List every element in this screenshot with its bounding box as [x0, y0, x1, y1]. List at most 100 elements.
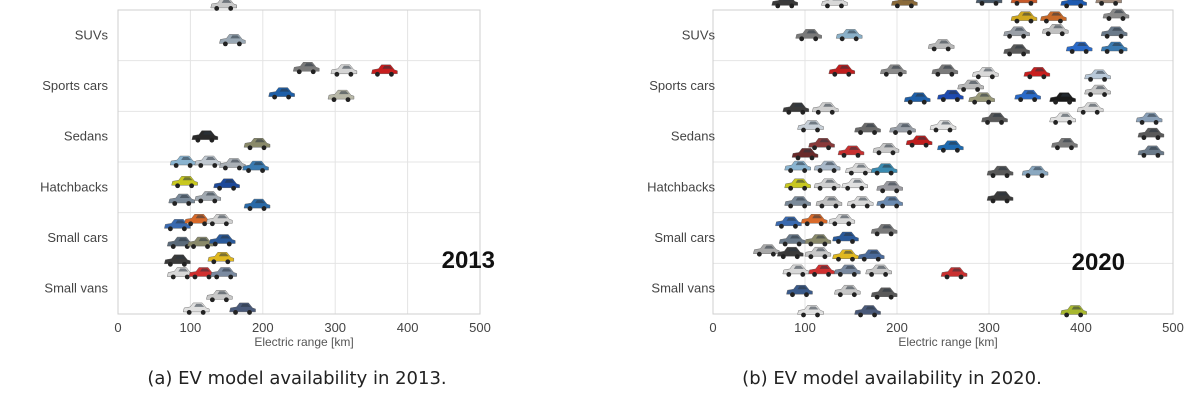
ev-model-marker	[242, 160, 269, 173]
ev-model-marker	[975, 0, 1003, 6]
category-label: Small vans	[651, 281, 715, 296]
ev-model-marker	[1010, 11, 1038, 24]
ev-model-marker	[837, 145, 865, 158]
ev-model-marker	[828, 64, 855, 77]
ev-model-marker	[1137, 127, 1165, 141]
ev-model-marker	[808, 264, 835, 277]
plot-frame	[117, 9, 481, 315]
caption-2013: (a) EV model availability in 2013.	[147, 368, 447, 389]
ev-model-marker	[243, 138, 271, 151]
ev-model-marker	[845, 163, 872, 176]
ev-model-marker	[1051, 138, 1078, 151]
category-label: Small cars	[654, 230, 715, 245]
ev-model-marker	[1100, 26, 1128, 39]
ev-model-marker	[1137, 145, 1165, 158]
ev-model-marker	[986, 165, 1014, 179]
ev-model-marker	[854, 305, 881, 318]
category-label: Sports cars	[649, 78, 715, 93]
ev-model-marker	[330, 64, 358, 77]
x-tick-label: 500	[1162, 320, 1184, 335]
ev-model-marker	[828, 214, 855, 227]
chart-panel-2020: SUVs Sports cars Sedans Hatchbacks Small car…	[595, 0, 1189, 416]
ev-model-marker	[903, 92, 931, 105]
ev-model-marker	[219, 158, 246, 171]
ev-model-marker	[210, 0, 237, 11]
x-tick-label: 500	[469, 320, 491, 335]
ev-model-marker	[931, 64, 959, 77]
ev-model-marker	[1049, 112, 1076, 125]
ev-model-marker	[876, 181, 903, 194]
ev-model-marker	[905, 135, 933, 148]
ev-model-marker	[857, 249, 885, 262]
ev-model-marker	[981, 112, 1008, 125]
ev-model-marker	[171, 176, 198, 189]
ev-model-marker	[797, 305, 824, 318]
x-tick-label: 0	[114, 320, 121, 335]
chart-svg-2020: SUVs Sports cars Sedans Hatchbacks Small car…	[647, 0, 1184, 349]
ev-model-marker	[771, 0, 798, 9]
ev-model-marker	[1102, 8, 1130, 21]
ev-model-marker	[229, 302, 256, 315]
ev-model-marker	[164, 254, 191, 267]
ev-model-marker	[929, 120, 957, 133]
chart-panel-2013: SUVs Sports cars Sedans Hatchbacks Small car…	[0, 0, 594, 416]
ev-model-marker	[782, 102, 809, 115]
ev-model-marker	[1003, 26, 1030, 39]
ev-model-marker	[937, 140, 964, 153]
ev-model-marker	[1041, 24, 1069, 37]
ev-model-marker	[940, 267, 968, 280]
x-axis-title: Electric range [km]	[254, 335, 353, 349]
ev-model-marker	[804, 247, 832, 260]
ev-model-marker	[813, 178, 841, 191]
ev-model-marker	[800, 214, 828, 227]
ev-model-marker	[1021, 165, 1049, 179]
ev-model-marker	[1076, 102, 1104, 115]
ev-model-marker	[854, 122, 881, 135]
ev-model-marker	[784, 196, 811, 209]
category-label: Sedans	[64, 129, 109, 144]
ev-model-marker	[832, 231, 859, 244]
ev-model-marker	[194, 191, 221, 204]
ev-model-marker	[841, 178, 868, 191]
ev-model-marker	[1014, 89, 1041, 103]
ev-model-marker	[184, 214, 211, 227]
ev-model-marker	[1060, 0, 1087, 9]
ev-model-marker	[832, 249, 859, 262]
ev-model-marker	[1095, 0, 1122, 6]
ev-model-marker	[775, 216, 802, 229]
ev-model-marker	[804, 234, 832, 247]
ev-model-marker	[937, 89, 964, 103]
ev-model-marker	[182, 302, 210, 315]
ev-model-marker	[791, 148, 819, 161]
ev-model-marker	[164, 219, 191, 232]
ev-model-marker	[213, 178, 240, 191]
category-label: Hatchbacks	[40, 179, 108, 194]
ev-model-marker	[219, 34, 246, 47]
ev-model-marker	[167, 236, 194, 249]
ev-model-marker	[986, 191, 1014, 204]
ev-model-marker	[243, 198, 271, 211]
ev-model-marker	[870, 224, 898, 237]
ev-model-marker	[880, 64, 907, 77]
ev-model-marker	[194, 155, 221, 168]
year-annotation: 2013	[442, 247, 495, 274]
ev-model-marker	[1040, 11, 1067, 24]
ev-model-marker	[1135, 112, 1163, 125]
ev-model-marker	[865, 264, 892, 277]
ev-model-marker	[778, 234, 806, 247]
category-label: SUVs	[75, 27, 109, 42]
x-axis-title: Electric range [km]	[898, 335, 997, 349]
category-label: Sedans	[671, 129, 716, 144]
category-label: Hatchbacks	[647, 179, 715, 194]
x-tick-label: 100	[180, 320, 202, 335]
plot-frame	[712, 9, 1174, 315]
ev-model-marker	[889, 122, 916, 135]
ev-model-marker	[927, 39, 955, 52]
ev-model-marker	[168, 193, 195, 206]
year-annotation: 2020	[1072, 249, 1125, 276]
ev-model-marker	[808, 138, 835, 151]
ev-model-marker	[777, 247, 804, 260]
ev-model-marker	[1065, 41, 1093, 54]
ev-model-marker	[876, 196, 903, 209]
ev-model-marker	[191, 130, 219, 143]
